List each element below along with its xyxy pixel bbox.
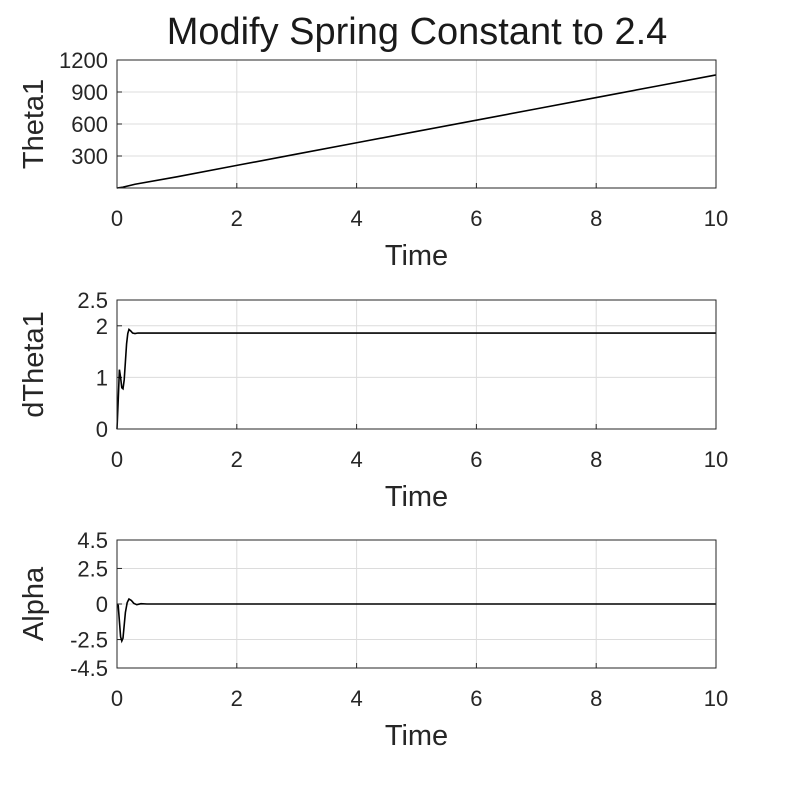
x-tick-label: 4 — [350, 686, 362, 711]
x-tick-label: 4 — [350, 206, 362, 231]
series-line — [116, 597, 716, 644]
axes-border — [116, 539, 717, 669]
y-axis-label: dTheta1 — [18, 311, 50, 417]
x-tick-label: 8 — [590, 686, 602, 711]
subplot-1: 0 2 4 6 8 10 300 600 900 1200 Time Theta1 — [18, 48, 728, 272]
x-axis-label: Time — [385, 240, 448, 272]
y-tick-label: -2.5 — [70, 628, 108, 653]
y-tick-label: 300 — [71, 144, 108, 169]
figure-title: Modify Spring Constant to 2.4 — [167, 11, 668, 53]
x-axis-label: Time — [385, 720, 448, 752]
series-line — [116, 327, 716, 430]
y-tick-label: 4.5 — [77, 528, 108, 553]
x-axis-label: Time — [385, 481, 448, 513]
x-tick-label: 6 — [470, 686, 482, 711]
y-axis-label: Theta1 — [18, 79, 50, 169]
y-tick-label: 1200 — [59, 48, 108, 73]
y-tick-label: 2.5 — [77, 556, 108, 581]
x-tick-label: 8 — [590, 447, 602, 472]
y-tick-label: 0 — [96, 592, 108, 617]
x-tick-label: 0 — [111, 447, 123, 472]
axes-background — [116, 299, 717, 430]
axes-border — [116, 59, 717, 189]
y-tick-label: 2 — [96, 314, 108, 339]
y-tick-label: 900 — [71, 80, 108, 105]
x-tick-label: 6 — [470, 447, 482, 472]
x-tick-label: 4 — [350, 447, 362, 472]
y-tick-label: -4.5 — [70, 656, 108, 681]
y-axis-label: Alpha — [18, 566, 50, 641]
y-tick-label: 0 — [96, 417, 108, 442]
x-tick-label: 10 — [704, 206, 728, 231]
y-tick-label: 2.5 — [77, 288, 108, 313]
x-tick-label: 0 — [111, 206, 123, 231]
x-tick-label: 0 — [111, 686, 123, 711]
subplot-3: 0 2 4 6 8 10 -4.5 -2.5 0 2.5 4.5 Time Alpha — [18, 528, 728, 752]
x-tick-label: 6 — [470, 206, 482, 231]
x-tick-label: 10 — [704, 447, 728, 472]
series-line — [116, 74, 717, 189]
axes-border — [116, 299, 717, 430]
y-tick-label: 1 — [96, 365, 108, 390]
x-tick-label: 10 — [704, 686, 728, 711]
x-tick-label: 2 — [231, 447, 243, 472]
x-tick-label: 8 — [590, 206, 602, 231]
x-tick-label: 2 — [231, 206, 243, 231]
y-tick-label: 600 — [71, 112, 108, 137]
x-tick-label: 2 — [231, 686, 243, 711]
